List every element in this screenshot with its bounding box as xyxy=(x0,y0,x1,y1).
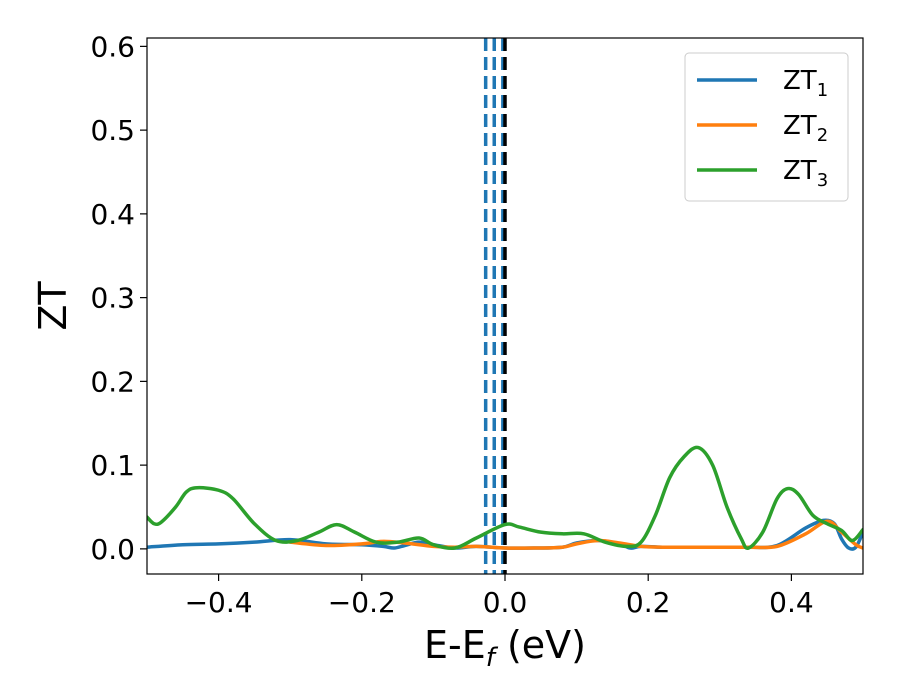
legend-label: ZT3 xyxy=(783,156,828,191)
y-axis-label: ZT xyxy=(31,281,75,331)
x-axis: −0.4 −0.2 0.0 0.2 0.4 xyxy=(185,574,814,619)
x-tick-label: 0.2 xyxy=(626,586,671,619)
legend-box xyxy=(684,52,849,202)
x-tick-label: −0.2 xyxy=(328,586,396,619)
y-tick-label: 0.0 xyxy=(90,533,135,566)
legend: ZT1 ZT2 ZT3 xyxy=(684,52,849,202)
x-axis-label: E-Ef (eV) xyxy=(424,623,586,673)
y-tick-label: 0.3 xyxy=(90,282,135,315)
x-tick-label: 0.0 xyxy=(483,586,528,619)
y-tick-label: 0.6 xyxy=(90,30,135,63)
series-layer xyxy=(147,445,863,551)
y-tick-label: 0.2 xyxy=(90,365,135,398)
x-axis-label-unit: (eV) xyxy=(495,623,586,667)
y-tick-label: 0.1 xyxy=(90,449,135,482)
legend-label: ZT2 xyxy=(783,111,828,146)
x-tick-label: −0.4 xyxy=(185,586,253,619)
y-axis: 0.0 0.1 0.2 0.3 0.4 0.5 0.6 xyxy=(90,30,147,566)
series-line-zt3 xyxy=(147,445,863,551)
legend-label: ZT1 xyxy=(783,66,828,101)
y-tick-label: 0.5 xyxy=(90,114,135,147)
x-tick-label: 0.4 xyxy=(769,586,814,619)
reference-lines xyxy=(483,38,507,574)
y-tick-label: 0.4 xyxy=(90,198,135,231)
x-axis-label-main: E-E xyxy=(424,623,486,667)
